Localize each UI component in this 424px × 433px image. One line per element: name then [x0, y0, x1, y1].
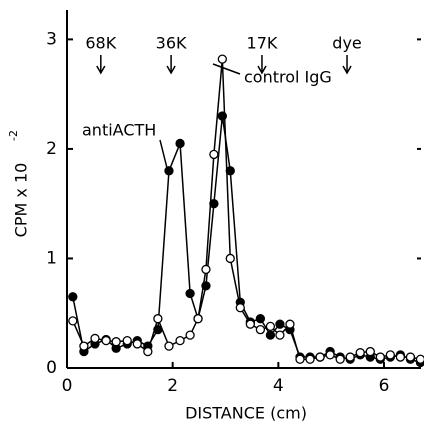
x-tick-label: 0: [62, 376, 73, 396]
annotation-arrowhead: [342, 65, 352, 75]
data-point: [335, 354, 345, 364]
data-point: [275, 330, 285, 340]
data-point: [265, 321, 276, 332]
data-point: [265, 330, 276, 340]
data-point: [385, 350, 396, 360]
data-point: [68, 292, 78, 302]
data-point: [395, 352, 406, 362]
data-point: [217, 54, 227, 64]
y-tick-label: 2: [46, 139, 57, 159]
series-label: control IgG: [244, 68, 332, 87]
data-point: [185, 330, 195, 340]
data-point: [185, 288, 195, 299]
y-tick-label: 0: [46, 358, 57, 378]
annotation: dye: [332, 34, 361, 53]
annotation: 17K: [247, 34, 278, 53]
data-point: [345, 352, 355, 362]
annotation-arrowhead: [96, 65, 106, 75]
data-point: [415, 354, 424, 364]
data-point: [305, 354, 315, 364]
data-point: [285, 319, 295, 329]
data-point: [164, 166, 174, 176]
x-tick-label: 4: [273, 376, 284, 396]
data-point: [68, 316, 78, 326]
data-point: [255, 325, 266, 335]
data-point: [153, 314, 163, 324]
annotation: 68K: [85, 34, 116, 53]
data-point: [90, 333, 100, 344]
annotation: 36K: [156, 34, 187, 53]
annotation-arrowhead: [257, 65, 267, 75]
data-point: [101, 335, 111, 346]
data-point: [355, 348, 365, 358]
y-axis-label-group: CPM x 10 -2: [7, 130, 31, 237]
data-point: [405, 352, 416, 362]
data-point: [245, 319, 255, 329]
data-point: [175, 138, 185, 149]
y-tick-label: 1: [46, 248, 57, 268]
data-point: [225, 253, 235, 264]
data-point: [111, 337, 121, 347]
x-axis-label: DISTANCE (cm): [185, 404, 307, 423]
data-point: [193, 314, 203, 324]
data-point: [209, 149, 219, 160]
x-tick-label: 2: [167, 376, 178, 396]
data-point: [201, 264, 211, 275]
y-axis-label: CPM x 10: [12, 163, 31, 238]
data-point: [295, 354, 305, 364]
label-arrow: [159, 139, 168, 169]
data-point: [325, 350, 335, 360]
data-point: [365, 346, 375, 357]
data-point: [132, 339, 142, 349]
data-point: [315, 352, 325, 362]
data-point: [375, 352, 385, 362]
data-point: [164, 341, 174, 351]
y-tick-label: 3: [46, 29, 57, 49]
label-arrow: [212, 63, 241, 75]
x-tick-label: 6: [379, 376, 390, 396]
data-point: [79, 341, 89, 351]
data-point: [175, 335, 185, 346]
data-point: [255, 314, 266, 324]
data-point: [143, 346, 153, 357]
data-point: [122, 335, 132, 346]
series-label: antiACTH: [82, 121, 156, 140]
data-point: [275, 319, 285, 329]
annotation-arrowhead: [166, 65, 176, 75]
y-axis-exponent: -2: [7, 130, 20, 141]
data-point: [235, 303, 245, 313]
